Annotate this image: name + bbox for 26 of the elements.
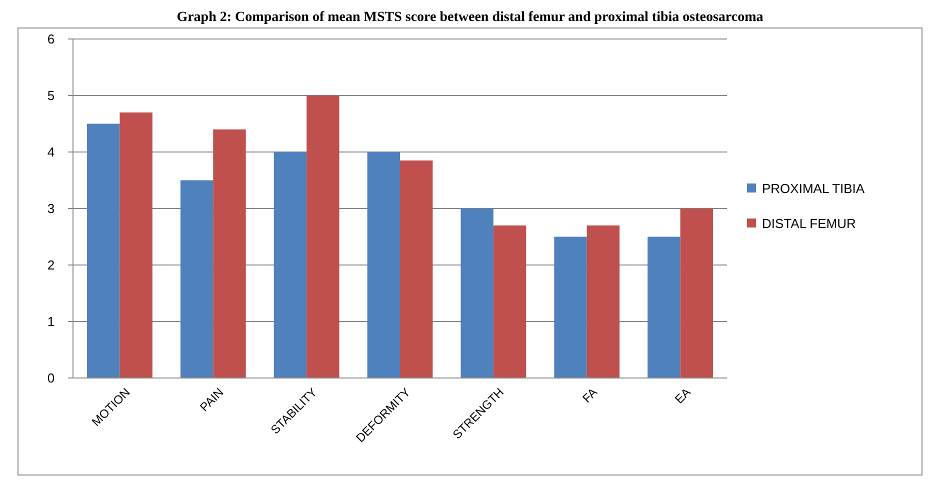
bar (554, 236, 587, 378)
x-tick-label: EA (672, 385, 694, 406)
y-tick-label: 3 (47, 201, 55, 216)
bar (87, 124, 120, 378)
bar (180, 180, 214, 378)
bar (120, 112, 152, 378)
x-tick-label: FA (580, 385, 600, 406)
bar (274, 152, 307, 378)
y-tick-label: 0 (47, 370, 55, 386)
bar (586, 225, 620, 378)
y-tick-label: 2 (47, 258, 55, 273)
bar (648, 236, 680, 378)
bar (680, 208, 713, 378)
y-tick-label: 4 (47, 144, 55, 160)
bar (367, 152, 400, 378)
bar (306, 96, 340, 378)
legend-label: DISTAL FEMUR (762, 216, 856, 232)
bar (213, 129, 246, 378)
y-tick-label: 5 (47, 88, 55, 104)
y-tick-label: 6 (47, 32, 55, 47)
bar (460, 208, 494, 378)
bar (400, 160, 433, 378)
legend-label: PROXIMAL TIBIA (762, 181, 865, 196)
bar (493, 225, 526, 378)
y-tick-label: 1 (47, 314, 55, 330)
chart-title: Graph 2: Comparison of mean MSTS score between distal femur and proximal tibia osteosarcoma (176, 10, 764, 25)
